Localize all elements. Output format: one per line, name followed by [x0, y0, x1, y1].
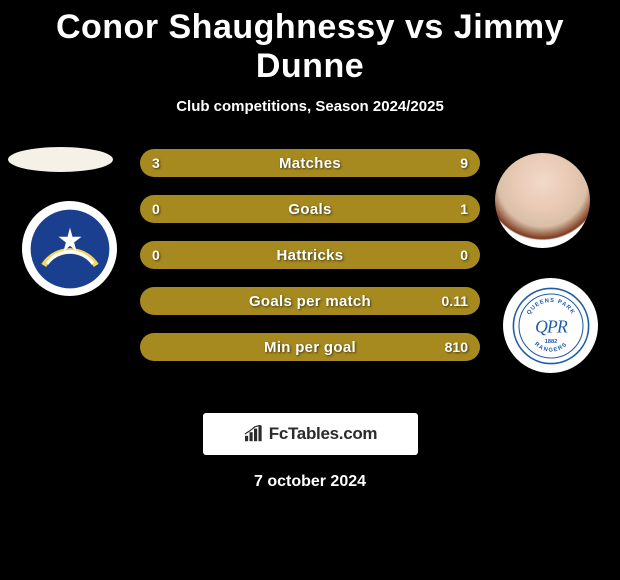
player-left-avatar [8, 147, 113, 172]
stat-row: 0 Goals 1 [140, 195, 480, 223]
stat-label: Min per goal [140, 333, 480, 361]
stat-row: Goals per match 0.11 [140, 287, 480, 315]
stat-bars: 3 Matches 9 0 Goals 1 0 Hattricks 0 Goal… [140, 149, 480, 379]
site-attribution: FcTables.com [203, 413, 418, 455]
page-title: Conor Shaughnessy vs Jimmy Dunne [0, 0, 620, 86]
stat-right-value: 0.11 [442, 287, 468, 315]
player-right-avatar [495, 153, 590, 248]
comparison-panel: QUEENS PARK RANGERS QPR 1882 3 Matches 9… [0, 143, 620, 403]
club-right-badge: QUEENS PARK RANGERS QPR 1882 [503, 278, 598, 373]
stat-label: Hattricks [140, 241, 480, 269]
page-date: 7 october 2024 [0, 473, 620, 491]
stat-row: 3 Matches 9 [140, 149, 480, 177]
site-name: FcTables.com [269, 424, 378, 444]
stat-row: 0 Hattricks 0 [140, 241, 480, 269]
portsmouth-crest-icon [29, 208, 111, 290]
club-left-badge [22, 201, 117, 296]
club-right-year: 1882 [544, 338, 556, 344]
svg-text:QPR: QPR [535, 316, 568, 336]
stat-right-value: 0 [460, 241, 468, 269]
stat-label: Goals per match [140, 287, 480, 315]
stat-row: Min per goal 810 [140, 333, 480, 361]
page-subtitle: Club competitions, Season 2024/2025 [0, 98, 620, 115]
stat-label: Goals [140, 195, 480, 223]
stat-right-value: 810 [445, 333, 468, 361]
stat-label: Matches [140, 149, 480, 177]
stat-right-value: 1 [460, 195, 468, 223]
stat-right-value: 9 [460, 149, 468, 177]
qpr-crest-icon: QUEENS PARK RANGERS QPR 1882 [511, 286, 591, 366]
bar-chart-icon [243, 425, 265, 443]
